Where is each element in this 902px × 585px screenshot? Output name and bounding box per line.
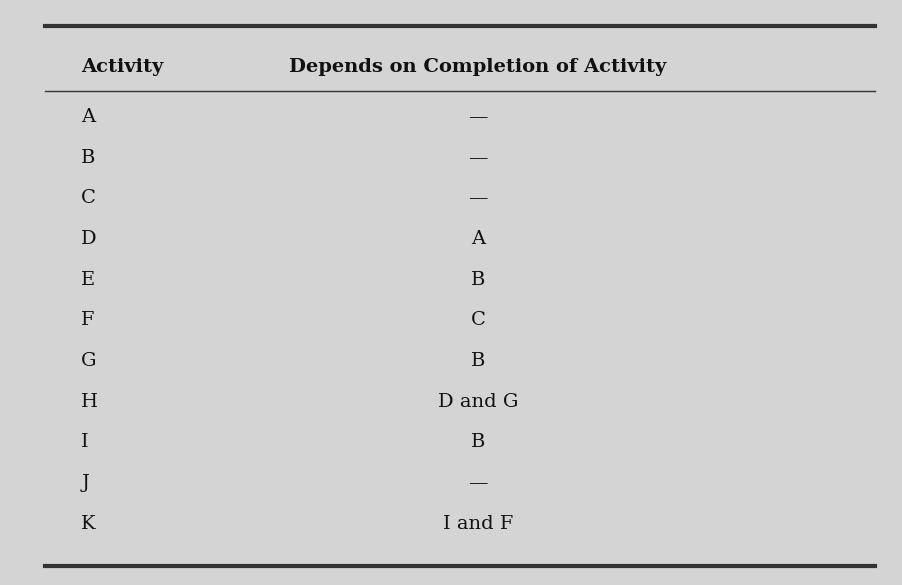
Text: K: K (81, 515, 96, 532)
Text: —: — (468, 190, 488, 207)
Text: D: D (81, 230, 97, 248)
Text: Depends on Completion of Activity: Depends on Completion of Activity (290, 58, 667, 76)
Text: B: B (471, 352, 485, 370)
Text: A: A (471, 230, 485, 248)
Text: C: C (471, 311, 485, 329)
Text: I and F: I and F (443, 515, 513, 532)
Text: J: J (81, 474, 89, 492)
Text: F: F (81, 311, 95, 329)
Text: C: C (81, 190, 96, 207)
Text: D and G: D and G (437, 393, 519, 411)
Text: I: I (81, 433, 88, 451)
Text: A: A (81, 108, 96, 126)
Text: H: H (81, 393, 98, 411)
Text: —: — (468, 149, 488, 167)
Text: B: B (471, 271, 485, 288)
Text: G: G (81, 352, 97, 370)
Text: —: — (468, 474, 488, 492)
Text: B: B (81, 149, 96, 167)
Text: —: — (468, 108, 488, 126)
Text: Activity: Activity (81, 58, 163, 76)
Text: E: E (81, 271, 96, 288)
Text: B: B (471, 433, 485, 451)
